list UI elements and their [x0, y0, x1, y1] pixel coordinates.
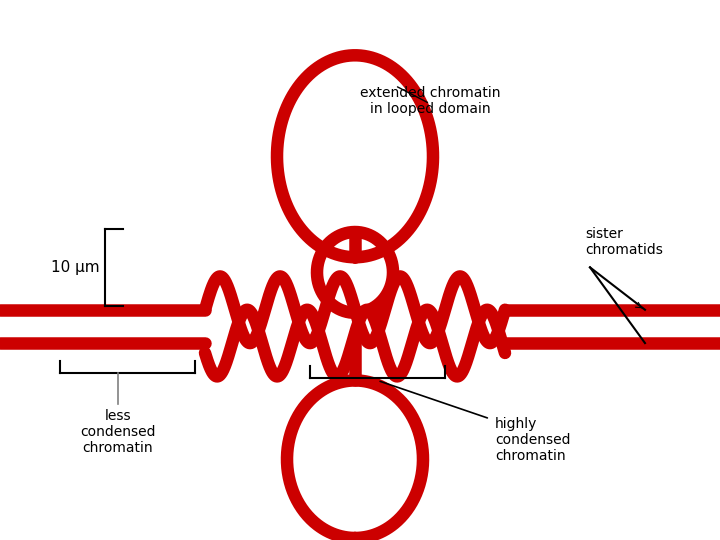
Text: highly
condensed
chromatin: highly condensed chromatin	[495, 417, 570, 463]
Text: less
condensed
chromatin: less condensed chromatin	[80, 409, 156, 455]
Text: extended chromatin
in looped domain: extended chromatin in looped domain	[360, 85, 500, 116]
Text: 10 μm: 10 μm	[51, 260, 100, 275]
Text: A model for the chromatin domains in a lampbrush chromosome: A model for the chromatin domains in a l…	[58, 9, 662, 26]
Text: sister
chromatids: sister chromatids	[585, 227, 663, 257]
